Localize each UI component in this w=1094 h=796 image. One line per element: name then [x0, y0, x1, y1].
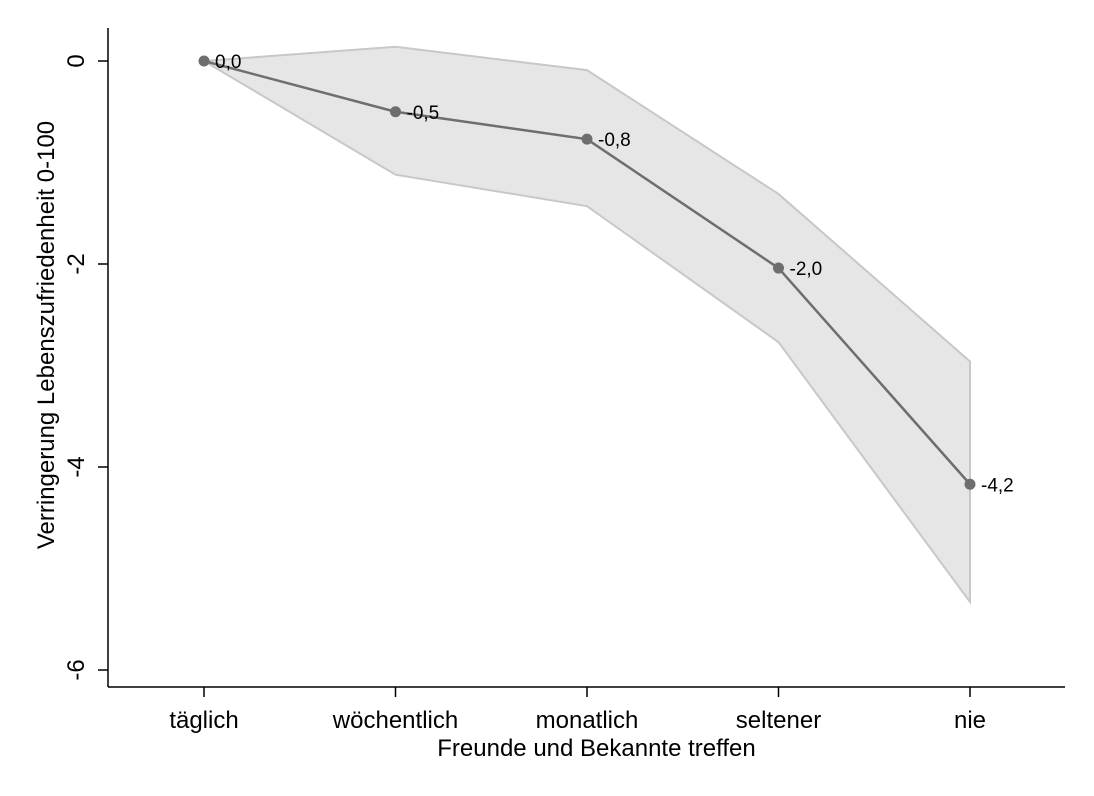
y-tick-label: -2 — [63, 253, 90, 274]
x-tick-label: wöchentlich — [332, 707, 458, 734]
confidence-band-layer — [200, 45, 971, 606]
data-labels: 0,0 -0,5 -0,8 -2,0 -4,2 — [215, 52, 1014, 496]
x-tick-label: nie — [954, 707, 986, 734]
y-tick-label: 0 — [63, 54, 90, 67]
x-tick-label: monatlich — [536, 707, 639, 734]
x-tick-label: täglich — [169, 707, 238, 734]
data-points — [198, 55, 976, 490]
y-tick-label: -4 — [63, 456, 90, 477]
confidence-band — [200, 45, 971, 606]
data-point — [773, 262, 784, 274]
data-point — [390, 106, 401, 118]
data-point — [964, 478, 976, 490]
y-tick-label: -6 — [63, 659, 90, 680]
data-label: -0,8 — [598, 130, 631, 151]
x-ticks: täglich wöchentlich monatlich seltener nie — [169, 687, 986, 734]
data-label: -0,5 — [407, 103, 440, 124]
y-ticks: 0 -2 -4 -6 — [63, 54, 108, 681]
data-label: -4,2 — [981, 475, 1014, 496]
data-point — [581, 133, 593, 145]
data-label: -2,0 — [790, 259, 823, 280]
x-tick-label: seltener — [736, 707, 821, 734]
y-axis-title: Verringerung Lebenszufriedenheit 0-100 — [33, 121, 60, 549]
x-axis-title: Freunde und Bekannte treffen — [437, 735, 755, 762]
data-label: 0,0 — [215, 52, 241, 73]
data-point — [198, 55, 210, 67]
